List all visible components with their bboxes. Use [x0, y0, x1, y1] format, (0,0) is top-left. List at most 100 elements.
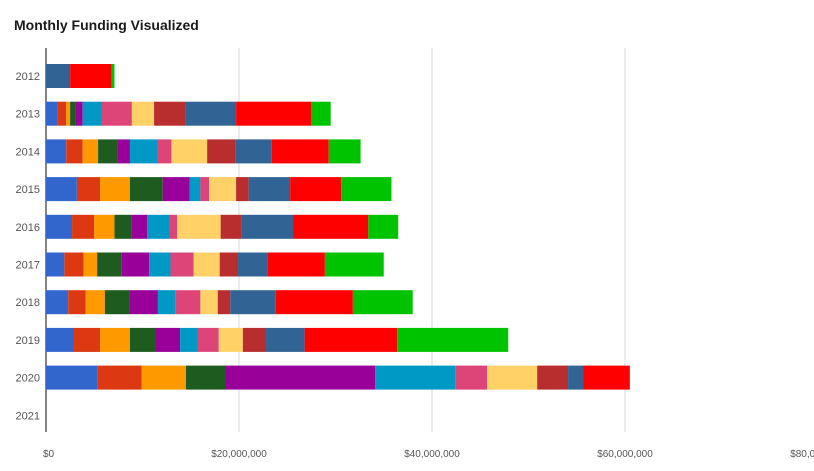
bar-segment[interactable] [155, 327, 181, 352]
bar-segment[interactable] [70, 64, 112, 88]
bar-segment[interactable] [101, 101, 132, 126]
bar-segment[interactable] [293, 214, 369, 239]
bar-segment[interactable] [100, 327, 130, 352]
bar-segment[interactable] [275, 290, 353, 315]
bar-segment[interactable] [46, 252, 65, 277]
bar-segment[interactable] [568, 365, 584, 390]
bar-segment[interactable] [149, 252, 171, 277]
bar-segment[interactable] [271, 139, 329, 164]
bar-segment[interactable] [129, 327, 156, 352]
bar-segment[interactable] [180, 327, 198, 352]
bar-segment[interactable] [230, 290, 276, 315]
bar-segment[interactable] [225, 365, 376, 390]
bar-segment[interactable] [170, 252, 194, 277]
bar-segment[interactable] [111, 64, 115, 88]
bar-segment[interactable] [217, 290, 231, 315]
bar-segment[interactable] [46, 214, 73, 239]
bar-segment[interactable] [324, 252, 384, 277]
bar-segment[interactable] [85, 290, 105, 315]
bar-segment[interactable] [68, 290, 86, 315]
bar-segment[interactable] [157, 290, 176, 315]
bar-segment[interactable] [236, 101, 312, 126]
bar-segment[interactable] [352, 290, 413, 315]
bar-segment[interactable] [129, 290, 158, 315]
bar-segment[interactable] [218, 327, 243, 352]
bar-segment[interactable] [73, 327, 101, 352]
bar-segment[interactable] [82, 139, 99, 164]
bar-segment[interactable] [162, 177, 190, 202]
bar-segment[interactable] [100, 177, 130, 202]
bar-segment[interactable] [236, 177, 249, 202]
bar-segment[interactable] [64, 252, 84, 277]
bar-segment[interactable] [141, 365, 186, 390]
bar-segment[interactable] [185, 101, 237, 126]
bar-segment[interactable] [94, 214, 115, 239]
bar-segment[interactable] [583, 365, 630, 390]
bar-segment[interactable] [46, 101, 58, 126]
bar-segment[interactable] [197, 327, 219, 352]
bar-segment[interactable] [304, 327, 398, 352]
bar-segment[interactable] [131, 101, 155, 126]
bar-segment[interactable] [82, 101, 102, 126]
bar-segment[interactable] [75, 101, 83, 126]
bar-segment[interactable] [131, 214, 148, 239]
bar-segment[interactable] [97, 252, 122, 277]
bar-segment[interactable] [200, 177, 210, 202]
bar-segment[interactable] [129, 139, 158, 164]
bar-segment[interactable] [219, 252, 239, 277]
bar-segment[interactable] [375, 365, 456, 390]
bar-segment[interactable] [266, 327, 305, 352]
bar-segment[interactable] [121, 252, 150, 277]
bar-segment[interactable] [368, 214, 399, 239]
bar-segment[interactable] [46, 177, 77, 202]
bar-segment[interactable] [97, 365, 142, 390]
bar-segment[interactable] [487, 365, 538, 390]
bar-segment[interactable] [200, 290, 218, 315]
bar-segment[interactable] [328, 139, 361, 164]
bar-segment[interactable] [46, 64, 71, 88]
bars [46, 64, 630, 390]
bar-segment[interactable] [189, 177, 201, 202]
bar-segment[interactable] [57, 101, 67, 126]
bar-segment[interactable] [455, 365, 488, 390]
bar-segment[interactable] [267, 252, 325, 277]
bar-segment[interactable] [248, 177, 291, 202]
bar-segment[interactable] [66, 101, 71, 126]
bar-segment[interactable] [147, 214, 170, 239]
bar-segment[interactable] [397, 327, 509, 352]
bar-segment[interactable] [341, 177, 392, 202]
bar-segment[interactable] [175, 290, 201, 315]
bar-segment[interactable] [104, 290, 130, 315]
bar-segment[interactable] [129, 177, 163, 202]
bar-segment[interactable] [537, 365, 569, 390]
bar-segment[interactable] [76, 177, 101, 202]
bar-segment[interactable] [177, 214, 221, 239]
bar-segment[interactable] [238, 252, 268, 277]
bar-segment[interactable] [193, 252, 220, 277]
bar-segment[interactable] [46, 327, 74, 352]
bar-segment[interactable] [117, 139, 130, 164]
bar-segment[interactable] [154, 101, 186, 126]
bar-segment[interactable] [220, 214, 242, 239]
bar-segment[interactable] [169, 214, 178, 239]
bar-segment[interactable] [185, 365, 226, 390]
bar-segment[interactable] [157, 139, 172, 164]
bar-segment[interactable] [46, 365, 98, 390]
bar-segment[interactable] [46, 290, 69, 315]
bar-segment[interactable] [235, 139, 272, 164]
bar-segment[interactable] [46, 139, 67, 164]
bar-segment[interactable] [114, 214, 132, 239]
year-labels: 2012 2013 2014 2015 2016 2017 2018 2019 2020 2021 [16, 71, 40, 422]
bar-segment[interactable] [83, 252, 98, 277]
bar-segment[interactable] [72, 214, 95, 239]
bar-segment[interactable] [171, 139, 208, 164]
bar-segment[interactable] [290, 177, 342, 202]
bar-segment[interactable] [311, 101, 331, 126]
bar-segment[interactable] [242, 327, 267, 352]
bar-segment[interactable] [70, 101, 76, 126]
bar-segment[interactable] [209, 177, 237, 202]
bar-segment[interactable] [207, 139, 236, 164]
bar-segment[interactable] [98, 139, 118, 164]
bar-segment[interactable] [66, 139, 83, 164]
bar-segment[interactable] [241, 214, 294, 239]
